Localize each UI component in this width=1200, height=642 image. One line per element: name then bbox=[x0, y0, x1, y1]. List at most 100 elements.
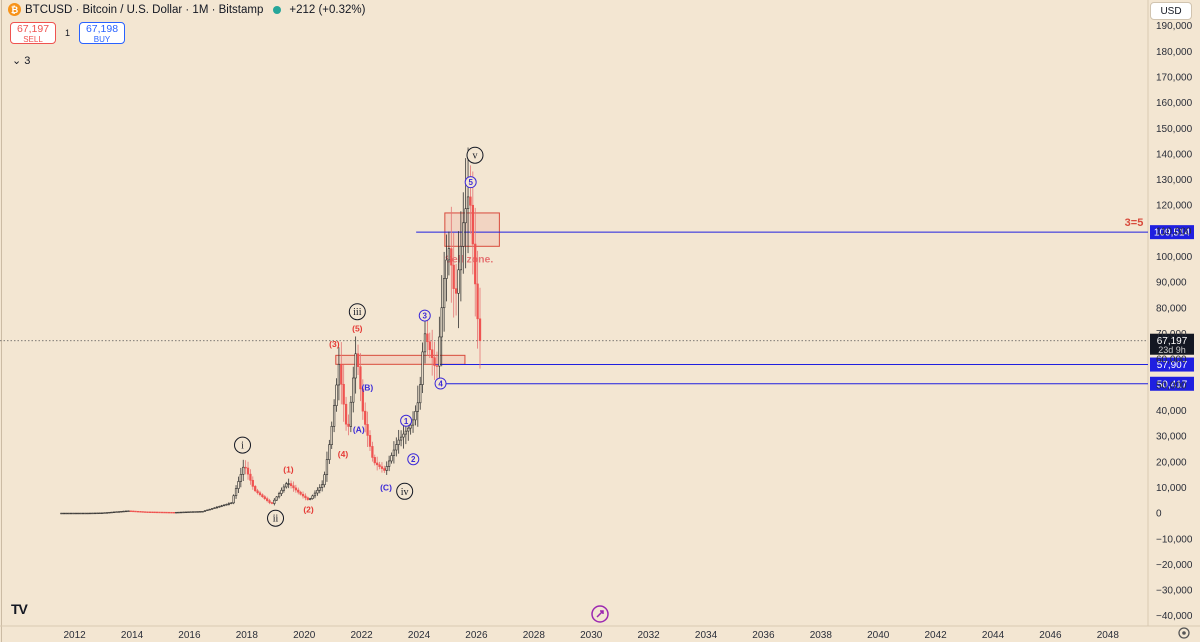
candle bbox=[426, 333, 429, 343]
candle bbox=[261, 494, 264, 497]
candle bbox=[423, 333, 427, 353]
sell-button[interactable]: 67,197 SELL bbox=[10, 22, 56, 44]
candle bbox=[234, 488, 238, 497]
x-tick-label: 2030 bbox=[580, 630, 603, 641]
candle bbox=[232, 495, 235, 504]
candle bbox=[352, 377, 355, 403]
candle bbox=[184, 511, 187, 514]
candle bbox=[304, 495, 307, 499]
y-tick-label: 70,000 bbox=[1156, 329, 1187, 340]
replay-icon[interactable] bbox=[591, 605, 609, 623]
candle bbox=[189, 511, 192, 513]
candle bbox=[246, 467, 250, 475]
candle bbox=[411, 419, 415, 426]
wave-label: (1) bbox=[283, 465, 294, 475]
candle bbox=[392, 449, 396, 456]
candle bbox=[462, 222, 465, 247]
candle bbox=[84, 512, 87, 515]
settings-gear-icon[interactable] bbox=[1178, 627, 1190, 639]
y-tick-label: 160,000 bbox=[1156, 98, 1193, 109]
candle bbox=[380, 466, 384, 469]
candle bbox=[297, 489, 300, 493]
candle bbox=[399, 436, 403, 441]
candle bbox=[378, 464, 381, 467]
x-tick-label: 2046 bbox=[1039, 630, 1062, 641]
y-tick-label: 10,000 bbox=[1156, 483, 1187, 494]
candle bbox=[218, 506, 221, 508]
level-tag-label: 57,907 bbox=[1157, 360, 1188, 371]
candle bbox=[359, 366, 362, 390]
candle bbox=[471, 204, 474, 245]
candle bbox=[120, 511, 123, 513]
candle bbox=[139, 511, 142, 513]
candle bbox=[292, 485, 295, 489]
candle bbox=[91, 512, 94, 515]
y-tick-label: 190,000 bbox=[1156, 21, 1193, 32]
wave-label-circle bbox=[400, 414, 413, 427]
candle bbox=[332, 405, 336, 427]
candle bbox=[151, 511, 154, 514]
currency-button[interactable]: USD bbox=[1150, 2, 1192, 20]
candle bbox=[402, 433, 405, 438]
candle bbox=[311, 495, 314, 499]
candle bbox=[136, 510, 140, 513]
candle bbox=[387, 460, 391, 467]
buy-button[interactable]: 67,198 BUY bbox=[79, 22, 126, 44]
tradingview-logo[interactable]: TV bbox=[11, 601, 28, 617]
candle bbox=[112, 511, 116, 514]
candle bbox=[194, 511, 197, 513]
y-tick-label: 50,000 bbox=[1156, 380, 1187, 391]
candle bbox=[208, 508, 211, 511]
candle bbox=[158, 511, 161, 514]
candle bbox=[349, 401, 352, 427]
candle bbox=[301, 493, 305, 497]
projection-label: 3=5 bbox=[1125, 217, 1144, 229]
candle bbox=[96, 512, 99, 515]
candle bbox=[81, 512, 85, 515]
wave-label: (C) bbox=[380, 482, 392, 492]
candle bbox=[414, 411, 417, 421]
candle bbox=[134, 510, 137, 513]
x-tick-label: 2036 bbox=[752, 630, 775, 641]
indicators-toggle[interactable]: ⌄ 3 bbox=[12, 55, 31, 67]
symbol-title[interactable]: BTCUSD · Bitcoin / U.S. Dollar · 1M · Bi… bbox=[25, 3, 264, 16]
candle bbox=[251, 479, 254, 487]
candle bbox=[115, 511, 118, 513]
level-tag bbox=[1150, 376, 1194, 391]
wave-label: iv bbox=[401, 487, 409, 498]
candle bbox=[364, 410, 367, 425]
candle bbox=[330, 426, 333, 445]
wave-label-circle bbox=[407, 453, 420, 466]
x-tick-label: 2034 bbox=[695, 630, 718, 641]
wave-label-circle bbox=[466, 146, 484, 164]
candle bbox=[86, 512, 89, 515]
candle bbox=[220, 505, 223, 507]
y-tick-label: 120,000 bbox=[1156, 201, 1193, 212]
y-tick-label: 130,000 bbox=[1156, 175, 1193, 186]
candle bbox=[105, 512, 109, 514]
candle bbox=[74, 512, 77, 515]
candle bbox=[407, 427, 410, 432]
candle bbox=[469, 196, 472, 206]
candle bbox=[72, 512, 75, 515]
candle bbox=[354, 353, 357, 379]
candle bbox=[239, 474, 242, 482]
candle bbox=[428, 341, 431, 351]
y-tick-label: −40,000 bbox=[1156, 611, 1193, 622]
candle bbox=[69, 512, 73, 515]
symbol-header: ₿ BTCUSD · Bitcoin / U.S. Dollar · 1M · … bbox=[8, 3, 365, 16]
wave-label-circle bbox=[234, 436, 252, 454]
sell-label: SELL bbox=[23, 35, 43, 44]
candle bbox=[182, 511, 185, 514]
x-tick-label: 2016 bbox=[178, 630, 201, 641]
candle bbox=[347, 423, 350, 427]
candle bbox=[244, 466, 247, 469]
candle bbox=[344, 403, 348, 425]
candle bbox=[328, 444, 331, 460]
zone-box[interactable] bbox=[335, 354, 466, 365]
candle bbox=[476, 283, 479, 320]
y-tick-label: 150,000 bbox=[1156, 124, 1193, 135]
candle bbox=[421, 351, 424, 385]
candle bbox=[100, 512, 104, 514]
